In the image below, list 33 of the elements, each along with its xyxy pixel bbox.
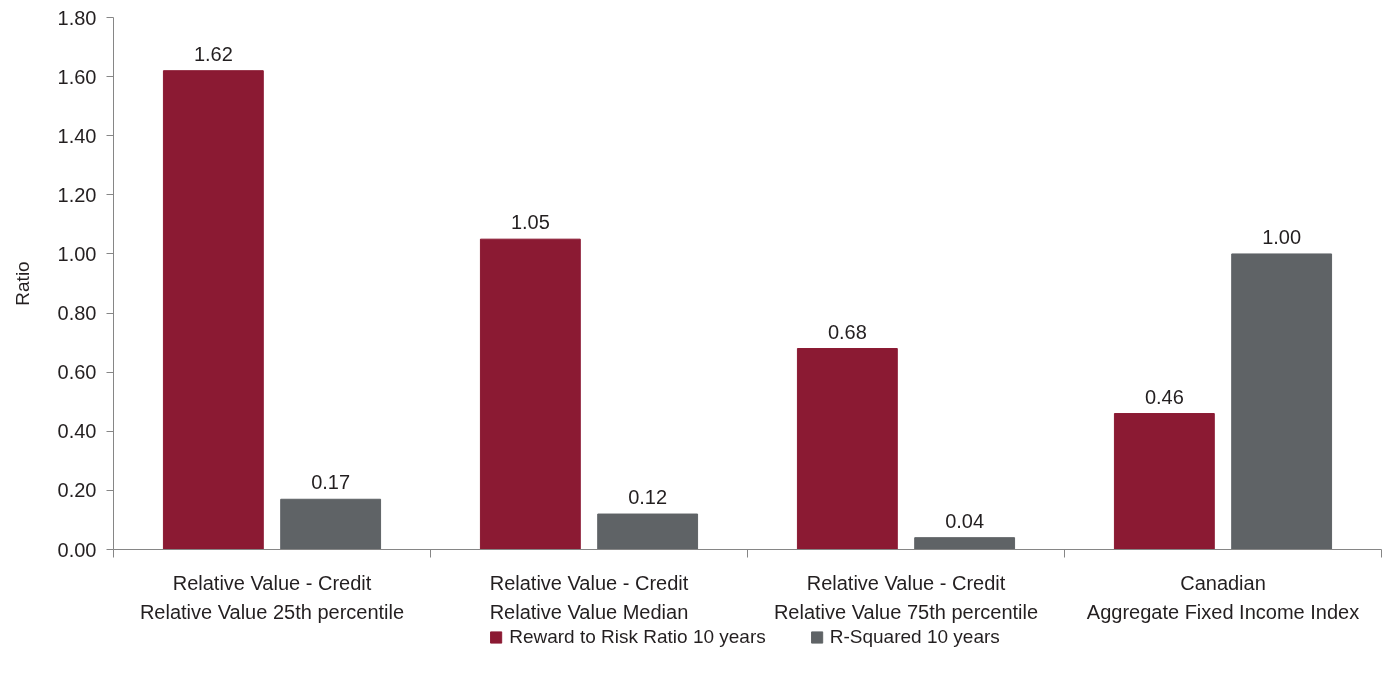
bar <box>597 513 699 550</box>
y-tick-label: 1.20 <box>57 183 97 206</box>
data-label: 0.04 <box>945 509 985 532</box>
bar <box>479 238 581 550</box>
bar <box>1113 413 1215 550</box>
y-tick-label: 1.00 <box>57 242 97 265</box>
y-tick-label: 0.40 <box>57 420 97 443</box>
legend-label: Reward to Risk Ratio 10 years <box>509 626 766 648</box>
bar <box>1231 253 1333 550</box>
x-tick-label: Relative Value - Credit Relative Value Median <box>489 571 689 624</box>
legend-label: R-Squared 10 years <box>829 626 1000 648</box>
y-tick-label: 1.40 <box>57 124 97 147</box>
data-label: 0.46 <box>1144 385 1184 408</box>
bar <box>914 537 1016 550</box>
bar <box>162 70 264 550</box>
data-label: 0.12 <box>628 486 668 509</box>
y-tick-label: 0.60 <box>57 361 97 384</box>
x-tick-label: Relative Value - Credit Relative Value 75th percentile <box>773 571 1039 624</box>
y-tick-label: 1.80 <box>57 6 97 29</box>
y-tick-label: 0.80 <box>57 302 97 325</box>
data-label: 1.00 <box>1262 225 1302 248</box>
data-label: 0.68 <box>827 320 867 343</box>
data-label: 1.62 <box>193 42 233 65</box>
y-tick-label: 1.60 <box>57 65 97 88</box>
y-tick-label: 0.20 <box>57 479 97 502</box>
x-tick-label: Relative Value - Credit Relative Value 25th percentile <box>139 571 405 624</box>
y-axis-title: Ratio <box>11 261 33 306</box>
data-label: 1.05 <box>510 211 550 234</box>
data-label: 0.17 <box>311 471 351 494</box>
bar <box>280 498 382 550</box>
x-tick-label: Canadian Aggregate Fixed Income Index <box>1086 571 1360 624</box>
bar <box>796 348 898 550</box>
y-tick-label: 0.00 <box>57 538 97 561</box>
